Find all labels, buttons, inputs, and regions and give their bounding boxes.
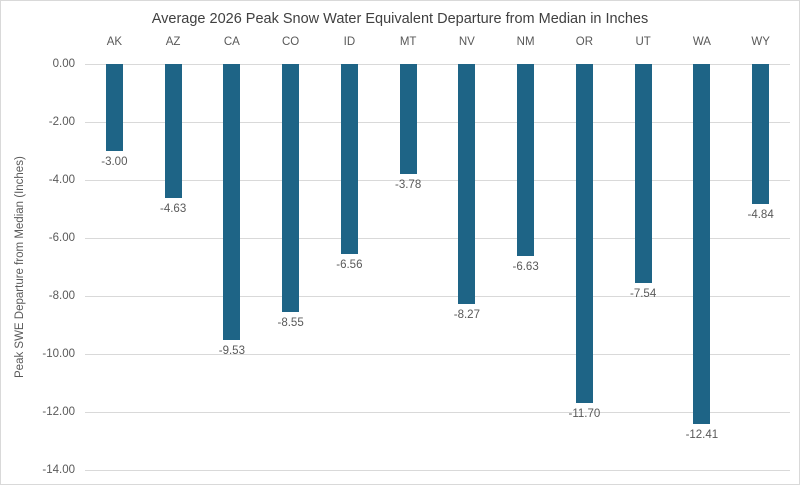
y-axis-tick-label: -6.00 [48,232,75,244]
data-label-id: -6.56 [336,259,363,272]
category-label-az: AZ [165,36,181,48]
gridline [85,64,790,65]
category-label-ca: CA [223,36,240,48]
data-label-ca: -9.53 [218,345,245,358]
y-axis-tick-label: -4.00 [48,174,75,186]
y-axis-tick-label: -14.00 [42,464,75,476]
bar-wa [693,64,711,424]
bar-nv [458,64,476,304]
category-label-ak: AK [106,36,123,48]
data-label-nv: -8.27 [453,308,480,321]
bar-mt [399,64,417,174]
data-label-co: -8.55 [277,316,304,329]
y-axis-tick-label: 0.00 [52,58,75,70]
category-label-mt: MT [399,36,417,48]
gridline [85,354,790,355]
plot-area [85,64,790,471]
bar-or [575,64,593,404]
bar-wy [752,64,770,205]
y-axis-tick-label: -12.00 [42,406,75,418]
gridline [85,122,790,123]
gridline [85,238,790,239]
y-axis-tick-label: -8.00 [48,290,75,302]
category-label-co: CO [282,36,300,48]
data-label-ut: -7.54 [630,287,657,300]
gridline [85,180,790,181]
category-label-ut: UT [635,36,651,48]
gridline [85,412,790,413]
category-label-or: OR [575,36,593,48]
data-label-or: -11.70 [568,408,601,421]
data-label-wa: -12.41 [685,428,719,441]
bar-id [340,64,358,255]
bar-az [164,64,182,199]
bar-ak [105,64,123,151]
bar-nm [517,64,535,257]
data-label-ak: -3.00 [101,156,128,168]
data-label-wy: -4.84 [747,209,774,222]
gridline [85,296,790,297]
category-label-wy: WY [751,36,770,48]
category-label-id: ID [343,36,356,48]
gridline [85,470,790,471]
category-label-wa: WA [692,36,711,48]
data-label-nm: -6.63 [512,261,539,274]
bar-ut [634,64,652,283]
bar-ca [223,64,241,341]
y-axis-tick-label: -2.00 [48,116,75,128]
y-axis-tick-label: -10.00 [42,348,75,360]
category-label-nm: NM [516,36,535,48]
bar-co [282,64,300,312]
category-label-nv: NV [458,36,475,48]
data-label-mt: -3.78 [395,178,422,191]
data-label-az: -4.63 [160,203,187,216]
chart-title: Average 2026 Peak Snow Water Equivalent … [151,11,649,27]
